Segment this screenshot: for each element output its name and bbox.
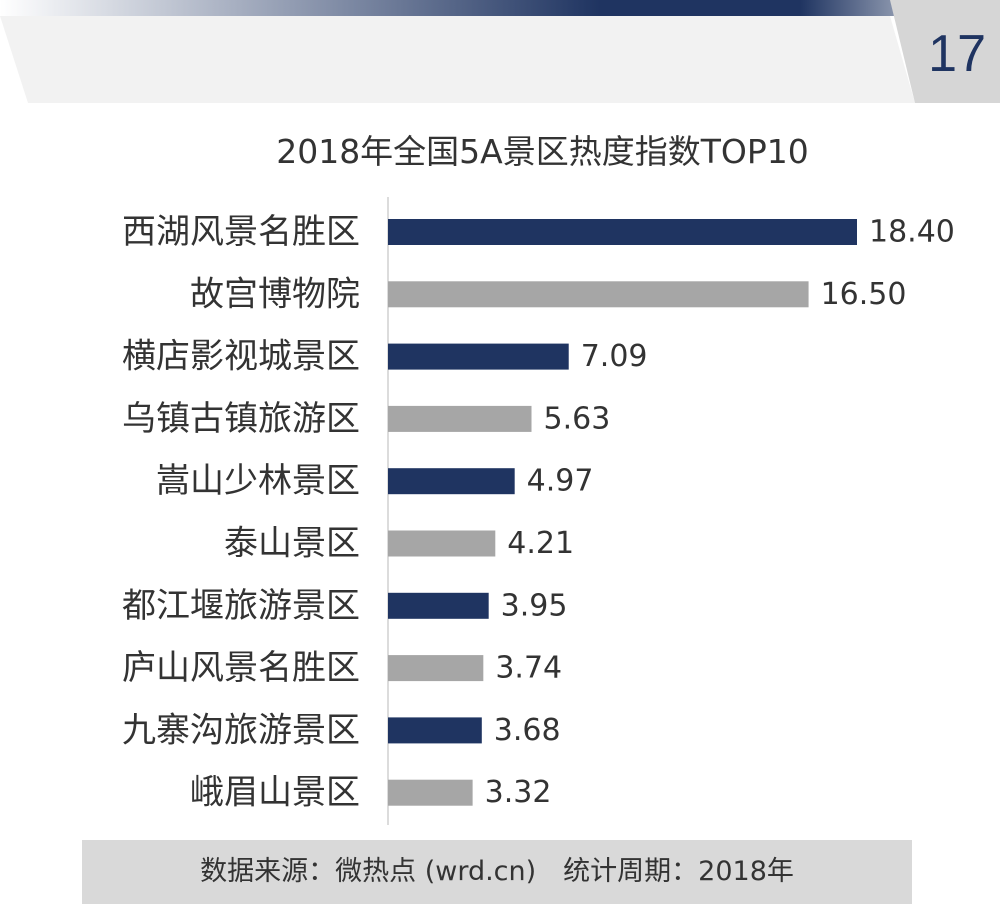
bars-layer: 西湖风景名胜区 18.40 故宫博物院 16.50 横店影视城景区 7.09 乌镇古镇旅游区… (122, 212, 955, 813)
value-label-2: 16.50 (821, 277, 907, 312)
value-label-6: 4.21 (507, 526, 574, 561)
bar-chart: 西湖风景名胜区 18.40 故宫博物院 16.50 横店影视城景区 7.09 乌镇古镇旅游区… (122, 197, 955, 825)
category-label-6: 泰山景区 (224, 524, 360, 564)
value-label-5: 4.97 (527, 464, 594, 499)
category-label-2: 故宫博物院 (190, 274, 360, 314)
category-label-5: 嵩山少林景区 (156, 461, 360, 501)
header-band (0, 0, 1000, 103)
bar-1 (388, 219, 857, 245)
value-label-7: 3.95 (501, 588, 568, 623)
bar-3 (388, 343, 569, 370)
value-label-9: 3.68 (494, 713, 561, 748)
bar-6 (388, 530, 496, 557)
category-label-9: 九寨沟旅游景区 (122, 710, 360, 750)
category-label-7: 都江堰旅游景区 (122, 586, 360, 626)
value-label-1: 18.40 (869, 215, 955, 250)
category-label-3: 横店影视城景区 (122, 337, 360, 377)
bar-2 (388, 281, 809, 308)
value-label-4: 5.63 (544, 401, 611, 436)
bar-4 (388, 405, 532, 432)
category-label-10: 峨眉山景区 (190, 773, 360, 813)
value-label-3: 7.09 (581, 339, 648, 374)
category-label-4: 乌镇古镇旅游区 (122, 399, 360, 439)
bar-8 (388, 655, 484, 682)
value-label-8: 3.74 (495, 651, 562, 686)
category-label-1: 西湖风景名胜区 (122, 212, 360, 252)
value-label-10: 3.32 (485, 775, 552, 810)
bar-10 (388, 779, 473, 806)
footer-source: 数据来源：微热点 (wrd.cn) 统计周期：2018年 (82, 840, 912, 904)
page-number: 17 (928, 25, 986, 83)
bar-5 (388, 468, 515, 495)
category-label-8: 庐山风景名胜区 (122, 648, 360, 688)
bar-7 (388, 592, 489, 619)
chart-title: 2018年全国5A景区热度指数TOP10 (276, 132, 809, 171)
bar-9 (388, 717, 482, 744)
